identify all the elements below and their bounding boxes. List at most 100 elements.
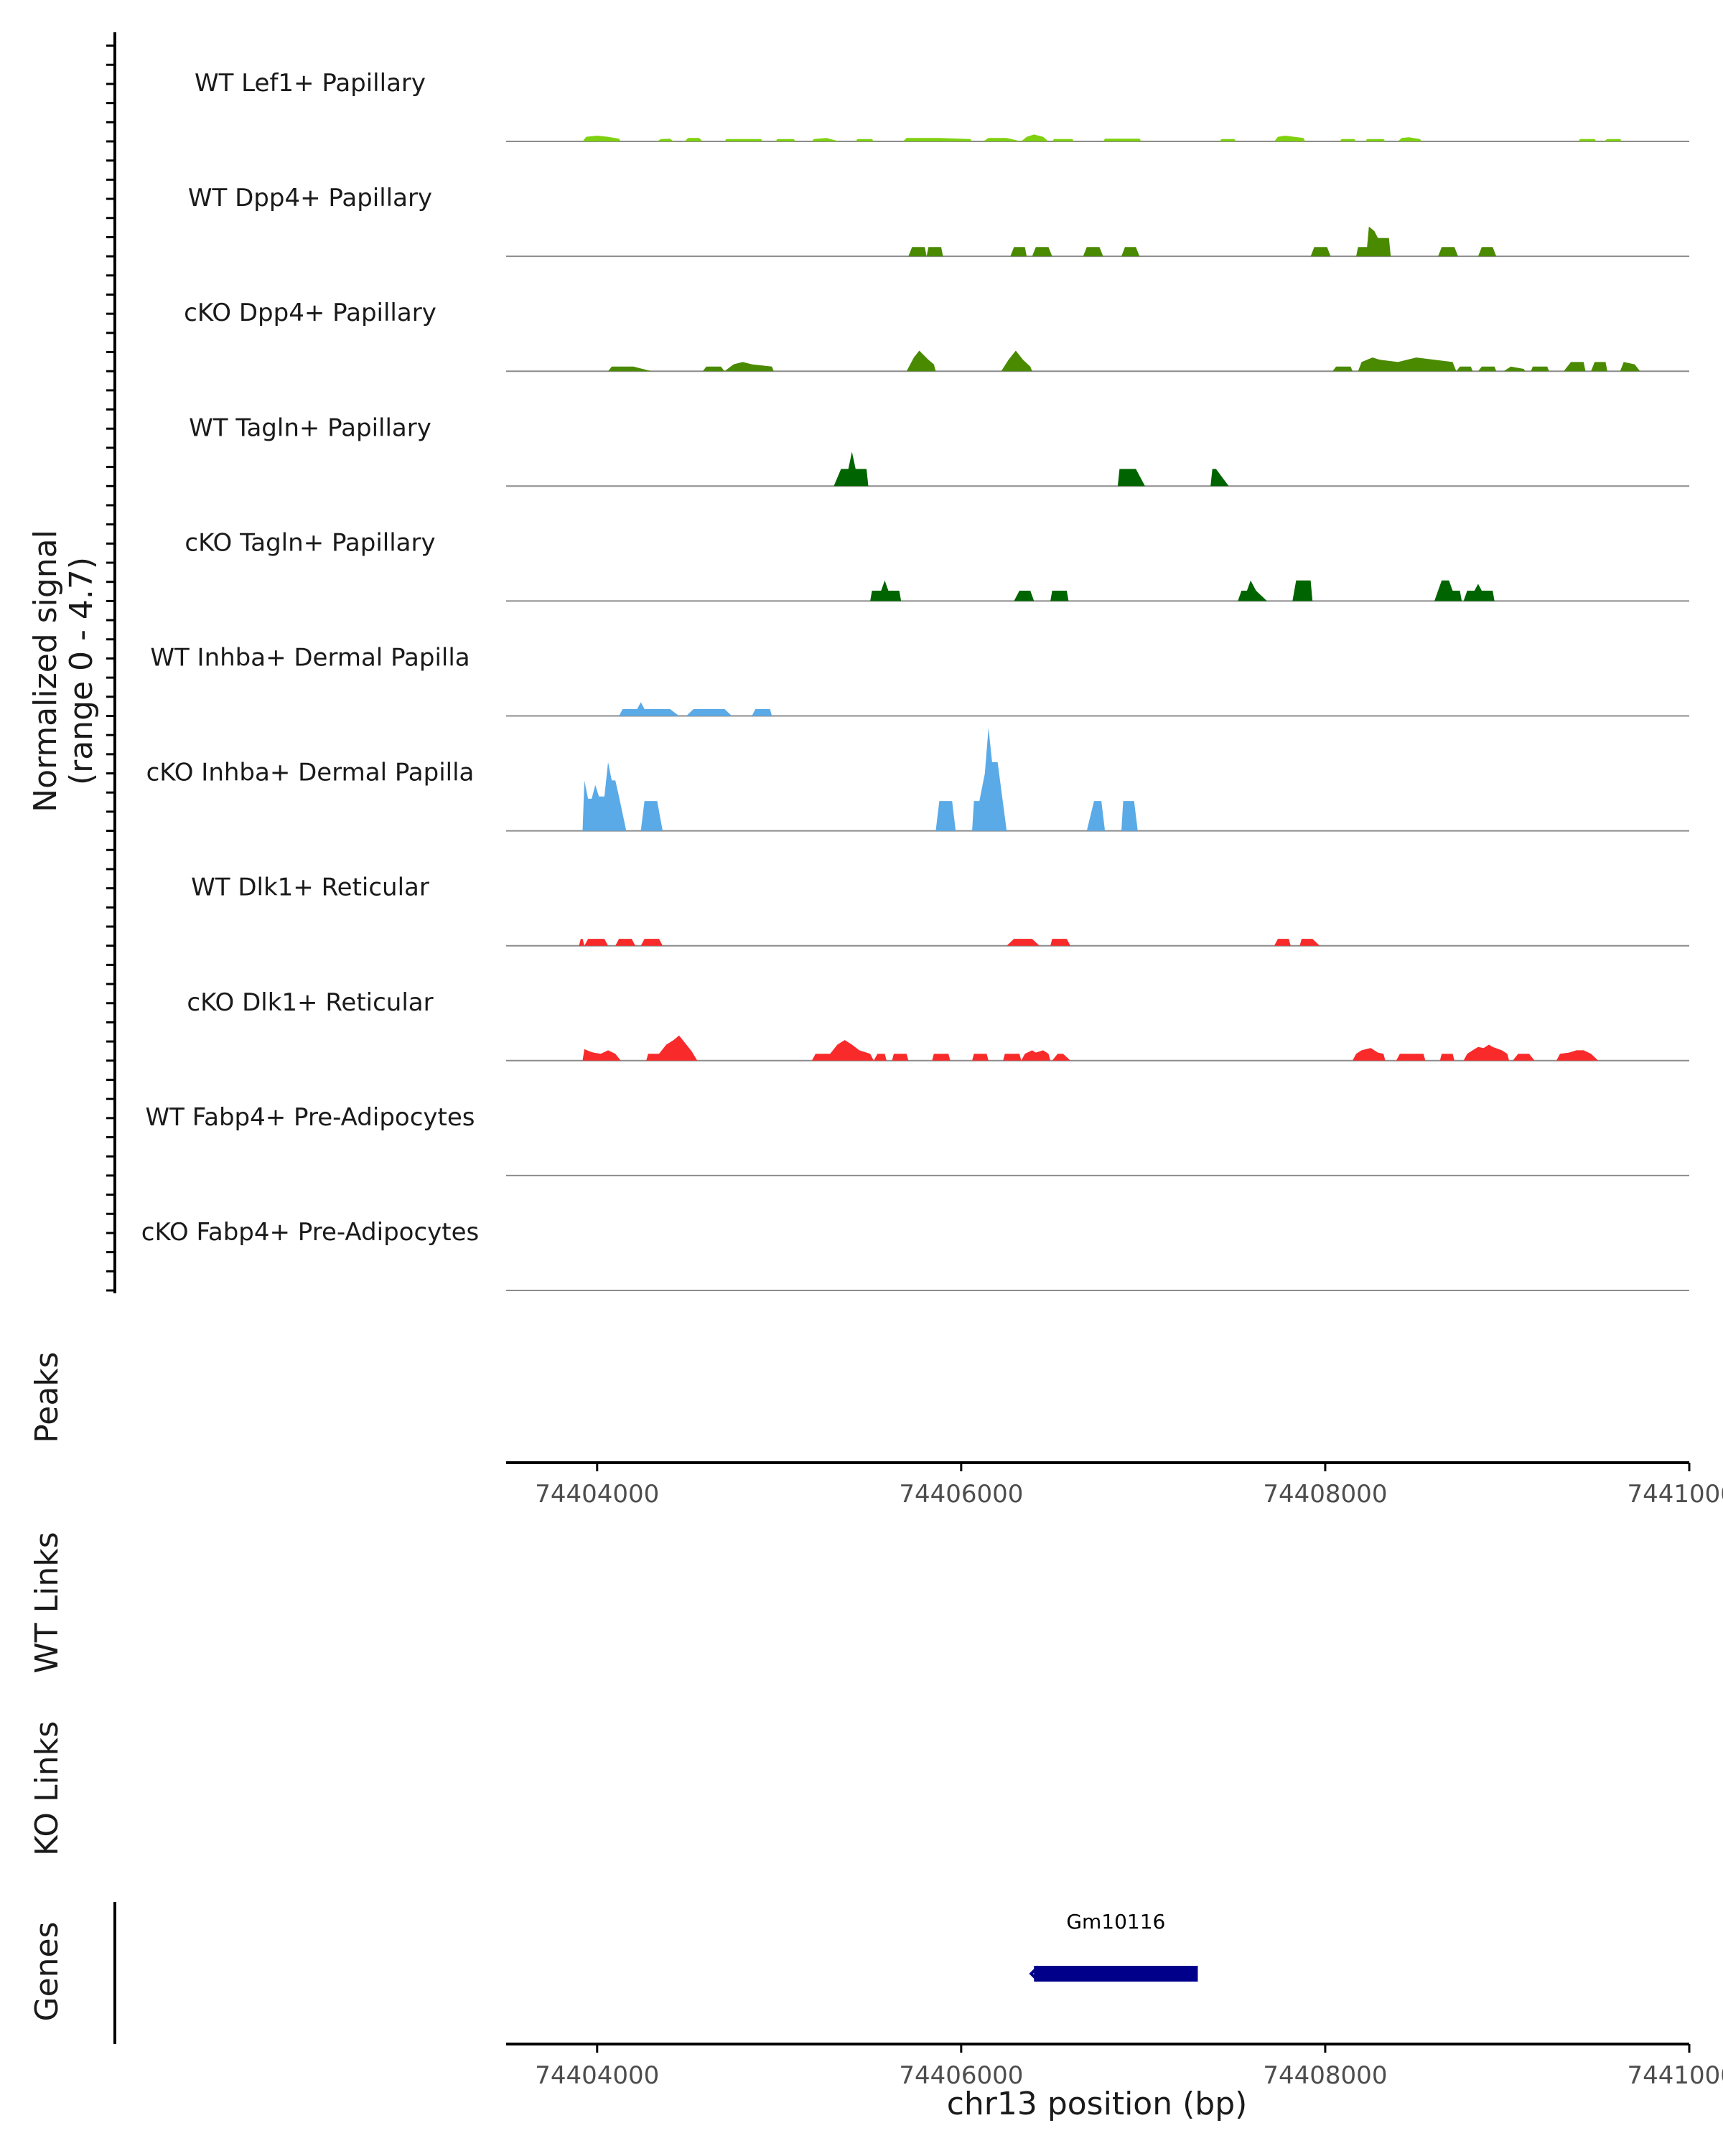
coverage-area — [1340, 139, 1356, 141]
coverage-area — [1121, 247, 1140, 257]
coverage-area — [1083, 247, 1103, 257]
coverage-area — [1603, 139, 1622, 141]
coverage-area — [1014, 591, 1035, 601]
x-tick-label: 74408000 — [1263, 2061, 1387, 2090]
coverage-area — [902, 138, 973, 141]
coverage-area — [1021, 134, 1049, 141]
track-label: cKO Tagln+ Papillary — [185, 528, 435, 557]
x-tick-label: 74410000 — [1627, 2061, 1723, 2090]
coverage-area — [1564, 362, 1586, 372]
coverage-area — [1556, 1050, 1599, 1061]
signal-axis-title: Normalized signal — [27, 530, 64, 812]
track-labels-layer: WT Lef1+ Papillary WT Dpp4+ Papillary cKO … — [141, 69, 480, 1247]
gene-strand-arrow — [1029, 1965, 1040, 1982]
coverage-area — [1353, 1048, 1386, 1061]
coverage-area — [855, 139, 874, 141]
coverage-area — [1001, 350, 1032, 372]
coverage-area — [1620, 362, 1640, 372]
genes-track-label: Genes — [29, 1921, 65, 2021]
coverage-area — [1365, 139, 1386, 141]
coverage-area — [870, 580, 902, 601]
coverage-area — [646, 1035, 698, 1061]
coverage-area — [1463, 1044, 1509, 1061]
coverage-area — [1121, 801, 1138, 831]
peaks-track-label: Peaks — [29, 1351, 65, 1443]
baselines-layer — [506, 141, 1689, 1291]
coverage-area — [1503, 366, 1526, 372]
peaks-x-axis: 74404000 74406000 74408000 74410000 — [506, 1461, 1723, 1509]
coverage-area — [584, 939, 608, 946]
coverage-area — [1032, 247, 1052, 257]
coverage-area — [972, 728, 1007, 831]
coverage-area — [1219, 139, 1236, 141]
signal-axis-range: (range 0 - 4.7) — [63, 557, 100, 785]
coverage-area — [1310, 247, 1331, 257]
coverage-area — [1292, 580, 1313, 601]
coverage-area — [1103, 139, 1141, 141]
coverage-area — [1274, 136, 1305, 141]
coverage-area — [1434, 580, 1462, 601]
x-tick-label: 74404000 — [535, 2061, 659, 2090]
coverage-area — [1238, 580, 1267, 601]
coverage-area — [1356, 226, 1391, 257]
coverage-area — [834, 451, 869, 487]
coverage-area — [1052, 1054, 1070, 1061]
coverage-area — [1396, 1054, 1426, 1061]
coverage-area — [1050, 939, 1070, 946]
coverage-area — [926, 247, 943, 257]
coverage-area — [1456, 366, 1473, 372]
coverage-area — [608, 366, 652, 372]
coverage-area — [702, 366, 725, 372]
coverage-area — [1086, 801, 1106, 831]
coverage-area — [811, 1040, 874, 1061]
coverage-area — [1050, 591, 1069, 601]
coverage-area — [1003, 1054, 1022, 1061]
coverage-area — [686, 708, 732, 716]
track-label: cKO Dpp4+ Papillary — [184, 299, 436, 327]
coverage-area — [615, 939, 635, 946]
track-label: WT Tagln+ Papillary — [189, 413, 431, 442]
coverage-area — [657, 139, 674, 141]
coverage-area — [1210, 469, 1229, 487]
coverage-area — [1477, 366, 1497, 372]
coverage-area — [892, 1054, 909, 1061]
x-tick-label: 74406000 — [899, 2061, 1023, 2090]
x-tick-label: 74410000 — [1627, 1480, 1723, 1509]
coverage-area — [932, 1054, 951, 1061]
coverage-area — [752, 708, 772, 716]
track-label: WT Inhba+ Dermal Papilla — [150, 644, 470, 672]
coverage-area — [935, 801, 956, 831]
coverage-area — [1117, 469, 1145, 487]
track-label: cKO Inhba+ Dermal Papilla — [146, 759, 475, 787]
coverage-area — [1021, 1050, 1051, 1061]
coverage-area — [1398, 137, 1422, 141]
coverage-area — [582, 1049, 621, 1061]
coverage-area — [1007, 939, 1040, 946]
x-tick-label: 74406000 — [899, 1480, 1023, 1509]
track-label: WT Lef1+ Papillary — [195, 69, 426, 98]
track-label: cKO Fabp4+ Pre-Adipocytes — [141, 1218, 480, 1247]
coverage-area — [619, 702, 679, 716]
genes-layer: Gm10116 — [1029, 1910, 1198, 1982]
coverage-areas-layer — [579, 134, 1640, 1061]
track-label: WT Dpp4+ Papillary — [188, 184, 432, 212]
x-tick-label: 74408000 — [1263, 1480, 1387, 1509]
coverage-area — [1438, 247, 1458, 257]
coverage-area — [1578, 139, 1597, 141]
coverage-area — [640, 801, 663, 831]
coverage-area — [908, 247, 927, 257]
coverage-area — [579, 939, 584, 946]
gene-body — [1034, 1966, 1198, 1982]
ko-links-track-label: KO Links — [29, 1721, 65, 1856]
signal-axis — [106, 32, 116, 1293]
track-label: cKO Dlk1+ Reticular — [187, 988, 433, 1017]
coverage-area — [582, 761, 627, 831]
x-tick-label: 74404000 — [535, 1480, 659, 1509]
coverage-area — [1591, 362, 1607, 372]
coverage-area — [874, 1054, 887, 1061]
coverage-area — [684, 138, 703, 141]
coverage-area — [1358, 357, 1457, 372]
wt-links-track-label: WT Links — [29, 1532, 65, 1673]
track-label: WT Dlk1+ Reticular — [191, 873, 429, 902]
